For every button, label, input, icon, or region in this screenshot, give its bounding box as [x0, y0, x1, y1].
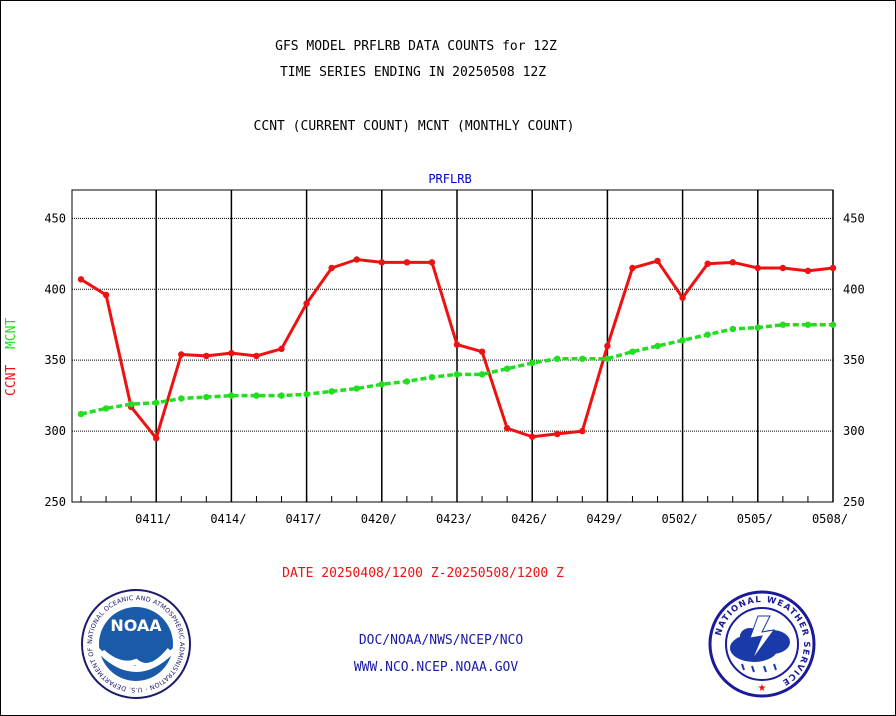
data-point-ccnt — [554, 430, 561, 438]
data-point-mcnt — [829, 321, 837, 328]
data-point-mcnt — [654, 342, 661, 350]
data-point-mcnt — [203, 393, 210, 401]
data-point-ccnt — [478, 348, 486, 355]
data-point-ccnt — [729, 259, 736, 266]
data-point-ccnt — [529, 433, 536, 440]
y-tick-label-left: 450 — [44, 211, 66, 225]
date-range-label: DATE 20250408/1200 Z-20250508/1200 Z — [282, 566, 564, 581]
data-point-mcnt — [478, 371, 486, 378]
data-point-ccnt — [679, 294, 686, 301]
x-tick-label: 0505/ — [737, 512, 773, 526]
data-point-ccnt — [353, 256, 360, 263]
data-point-ccnt — [604, 342, 611, 350]
data-point-mcnt — [503, 365, 511, 372]
data-point-mcnt — [303, 391, 310, 398]
plot-area — [71, 189, 834, 503]
noaa-logo: NOAA NATIONAL OCEANIC AND ATMOSPHERIC AD… — [80, 588, 191, 699]
y-tick-label-left: 350 — [44, 353, 66, 367]
data-point-mcnt — [704, 331, 711, 338]
data-point-mcnt — [754, 324, 761, 331]
data-point-mcnt — [403, 378, 411, 385]
x-tick-label: 0414/ — [210, 512, 246, 526]
data-point-mcnt — [253, 392, 260, 399]
data-point-ccnt — [153, 434, 160, 442]
y-tick-label-right: 450 — [843, 211, 865, 225]
data-point-mcnt — [804, 321, 812, 328]
data-point-mcnt — [378, 381, 385, 388]
data-point-ccnt — [378, 259, 385, 266]
data-point-ccnt — [629, 264, 636, 272]
chart-title-line2: TIME SERIES ENDING IN 20250508 12Z — [279, 65, 547, 80]
data-point-mcnt — [278, 392, 285, 399]
data-point-ccnt — [403, 259, 411, 266]
footer-website: WWW.NCO.NCEP.NOAA.GOV — [353, 660, 519, 675]
data-point-ccnt — [829, 264, 837, 272]
y-tick-label-right: 350 — [843, 353, 865, 367]
x-tick-label: 0411/ — [135, 512, 171, 526]
y-tick-label-left: 300 — [44, 424, 66, 438]
data-point-mcnt — [579, 355, 586, 362]
data-point-mcnt — [328, 388, 335, 395]
y-tick-label-right: 300 — [843, 424, 865, 438]
data-point-mcnt — [428, 374, 436, 381]
data-point-mcnt — [178, 395, 185, 402]
y-tick-label-right: 400 — [843, 282, 865, 296]
data-point-mcnt — [453, 371, 461, 378]
footer-org-path: DOC/NOAA/NWS/NCEP/NCO — [358, 633, 524, 648]
data-point-mcnt — [679, 337, 686, 344]
data-point-ccnt — [303, 300, 310, 307]
x-tick-label: 0417/ — [286, 512, 322, 526]
noaa-logo-text: NOAA — [110, 616, 162, 635]
x-tick-label: 0426/ — [511, 512, 547, 526]
data-point-mcnt — [77, 410, 85, 418]
data-point-ccnt — [278, 345, 285, 353]
data-point-ccnt — [102, 291, 110, 299]
data-point-mcnt — [102, 405, 110, 412]
data-point-ccnt — [77, 276, 85, 283]
data-point-ccnt — [654, 257, 661, 265]
data-point-mcnt — [604, 355, 611, 362]
svg-text:★: ★ — [758, 683, 767, 694]
data-point-mcnt — [554, 355, 561, 362]
data-point-ccnt — [704, 260, 711, 267]
data-point-mcnt — [153, 399, 160, 406]
y-tick-label-right: 250 — [843, 495, 865, 509]
data-point-ccnt — [253, 352, 260, 360]
data-point-ccnt — [754, 264, 761, 272]
chart-subtitle: CCNT (CURRENT COUNT) MCNT (MONTHLY COUNT… — [253, 119, 575, 134]
data-point-ccnt — [453, 341, 461, 348]
data-point-ccnt — [203, 352, 210, 360]
chart-title-line1: GFS MODEL PRFLRB DATA COUNTS for 12Z — [275, 39, 557, 54]
data-point-ccnt — [503, 425, 511, 432]
data-point-mcnt — [228, 392, 235, 399]
data-point-ccnt — [579, 427, 586, 435]
x-tick-label: 0502/ — [662, 512, 698, 526]
data-point-ccnt — [779, 264, 787, 272]
x-tick-label: 0429/ — [586, 512, 622, 526]
nws-logo: ★ NATIONAL WEATHER SERVICE — [708, 590, 816, 698]
data-point-mcnt — [729, 325, 736, 333]
data-point-ccnt — [328, 264, 335, 272]
x-tick-label: 0423/ — [436, 512, 472, 526]
data-point-mcnt — [353, 385, 360, 392]
data-point-mcnt — [629, 348, 636, 355]
y-tick-label-left: 250 — [44, 495, 66, 509]
data-point-ccnt — [228, 349, 235, 357]
data-point-mcnt — [127, 400, 135, 408]
data-point-mcnt — [779, 321, 787, 328]
data-point-mcnt — [529, 359, 536, 367]
panel-label: PRFLRB — [428, 172, 472, 186]
x-tick-label: 0508/ — [812, 512, 848, 526]
y-tick-label-left: 400 — [44, 282, 66, 296]
data-point-ccnt — [178, 351, 185, 358]
x-tick-label: 0420/ — [361, 512, 397, 526]
data-point-ccnt — [428, 259, 436, 266]
data-point-ccnt — [804, 267, 812, 275]
